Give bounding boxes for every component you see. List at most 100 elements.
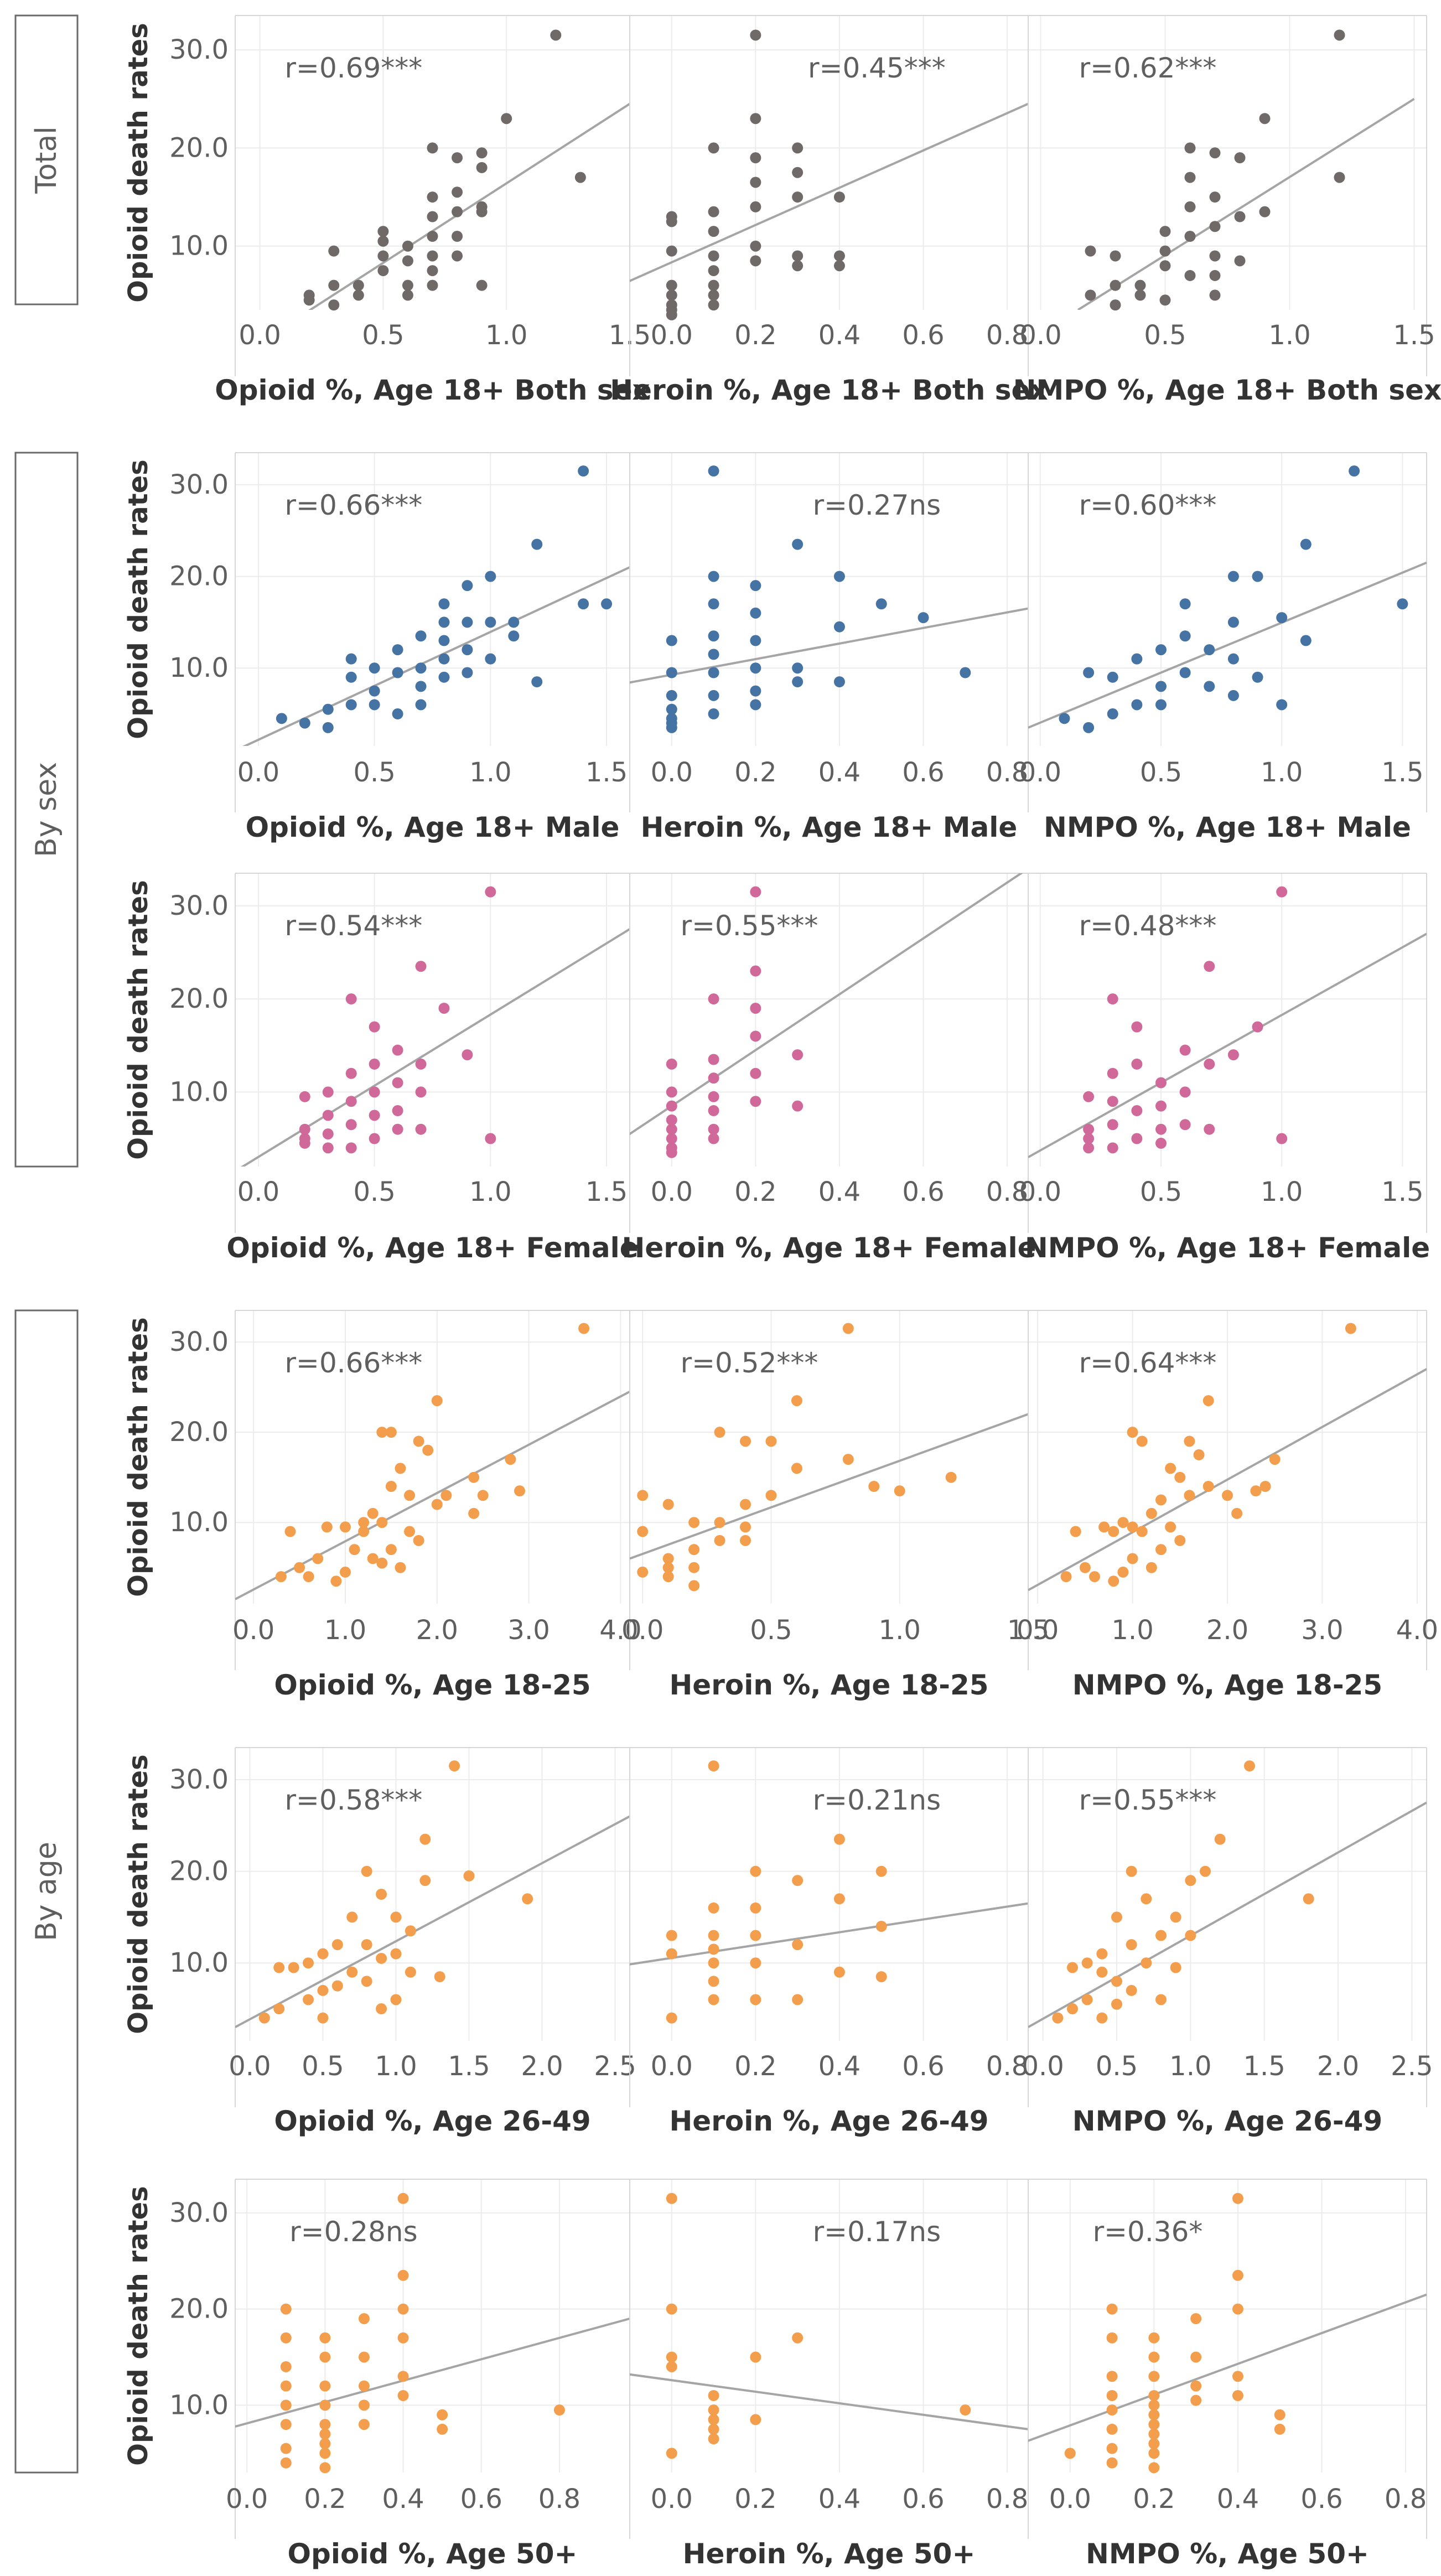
data-point xyxy=(1155,1930,1167,1941)
x-tick-label: 2.0 xyxy=(1317,2051,1359,2082)
data-point xyxy=(708,2404,719,2416)
correlation-label: r=0.52*** xyxy=(681,1347,818,1379)
data-point xyxy=(427,211,438,222)
group-label-box: By sex xyxy=(14,452,79,1168)
data-point xyxy=(765,1435,777,1447)
data-point xyxy=(317,1984,329,1996)
data-point xyxy=(740,1499,751,1510)
x-tick-label: 1.0 xyxy=(324,1615,366,1646)
data-point xyxy=(345,653,357,665)
regression-line xyxy=(1028,1801,1427,2028)
data-point xyxy=(361,1976,372,1987)
data-point xyxy=(1083,1133,1095,1144)
x-axis-label: Heroin %, Age 18-25 xyxy=(669,1669,988,1701)
data-point xyxy=(353,289,364,301)
data-point xyxy=(662,1562,674,1573)
data-point xyxy=(415,699,427,711)
data-point xyxy=(960,2404,971,2416)
data-point xyxy=(1107,671,1118,683)
data-point xyxy=(462,667,473,678)
x-tick-label: 1.0 xyxy=(375,2051,417,2082)
data-point xyxy=(276,713,287,724)
data-point xyxy=(792,250,804,262)
data-point xyxy=(1089,1571,1100,1583)
x-tick-label: 0.0 xyxy=(239,320,281,351)
data-point xyxy=(750,240,761,252)
correlation-label: r=0.21ns xyxy=(813,1784,941,1816)
data-point xyxy=(477,1490,489,1501)
y-tick-label: 20.0 xyxy=(169,1417,229,1448)
data-point xyxy=(1148,2419,1160,2430)
y-axis-label: Opioid death rates xyxy=(123,1754,154,2034)
data-point xyxy=(397,2332,409,2344)
data-point xyxy=(792,167,804,178)
data-point xyxy=(1111,1911,1122,1923)
data-point xyxy=(1134,279,1146,291)
group-label-box: By age xyxy=(14,1309,79,2474)
data-point xyxy=(708,1072,719,1084)
data-point xyxy=(452,152,463,164)
data-point xyxy=(468,1471,480,1483)
data-point xyxy=(385,1544,397,1556)
data-point xyxy=(750,2351,761,2363)
data-point xyxy=(1148,2462,1160,2474)
group-box-frame xyxy=(14,14,79,305)
data-point xyxy=(462,580,473,592)
x-axis-label: NMPO %, Age 18+ Male xyxy=(1044,811,1411,843)
data-point xyxy=(485,616,496,628)
panel-6: r=0.60*** 0.0 0.5 1.0 1.5 NMPO %, Age 18+ Mal… xyxy=(1019,452,1427,843)
data-point xyxy=(740,1521,751,1533)
data-point xyxy=(1155,644,1167,656)
data-point xyxy=(397,2303,409,2315)
data-point xyxy=(312,1553,324,1564)
data-point xyxy=(1345,1323,1356,1334)
regression-line xyxy=(308,102,630,310)
regression-line xyxy=(630,2373,1028,2430)
data-point xyxy=(345,699,357,711)
data-point xyxy=(476,206,488,217)
data-point xyxy=(1081,1957,1093,1969)
data-point xyxy=(369,1110,380,1121)
data-point xyxy=(1148,2371,1160,2382)
data-point xyxy=(438,653,450,665)
data-point xyxy=(578,465,589,477)
data-point xyxy=(1148,2332,1160,2344)
data-point xyxy=(1070,1526,1081,1537)
data-point xyxy=(1202,1395,1214,1407)
data-point xyxy=(708,2390,719,2401)
group-label: By age xyxy=(30,1842,63,1941)
x-tick-label: 0.8 xyxy=(986,1176,1028,1207)
data-point xyxy=(1179,598,1191,610)
data-point xyxy=(280,2303,292,2315)
data-point xyxy=(415,662,427,674)
data-point xyxy=(415,630,427,642)
data-point xyxy=(328,299,340,311)
data-point xyxy=(1232,2193,1243,2204)
data-point xyxy=(688,1544,700,1556)
regression-line xyxy=(1028,1368,1427,1592)
data-point xyxy=(427,142,438,154)
data-point xyxy=(750,886,761,898)
data-point xyxy=(1259,113,1271,125)
data-point xyxy=(376,1517,388,1528)
x-tick-label: 0.4 xyxy=(818,2484,861,2515)
data-point xyxy=(666,1058,677,1070)
data-point xyxy=(299,1137,310,1149)
data-point xyxy=(415,1086,427,1098)
data-point xyxy=(322,1110,334,1121)
data-point xyxy=(419,1833,431,1845)
data-point xyxy=(1179,630,1191,642)
data-point xyxy=(1079,1562,1091,1573)
panel-2: r=0.45*** 0.0 0.2 0.4 0.6 0.8 Heroin %, Age 18… xyxy=(610,15,1048,406)
data-point xyxy=(317,1948,329,1960)
data-point xyxy=(708,299,719,311)
regression-line xyxy=(630,607,1028,684)
data-point xyxy=(1083,667,1095,678)
y-tick-label: 10.0 xyxy=(169,1507,229,1538)
data-point xyxy=(708,649,719,660)
panel-16: r=0.28ns 10.0 20.0 30.0 Opioid death rates 0.… xyxy=(123,2179,630,2570)
data-point xyxy=(578,598,589,610)
data-point xyxy=(321,1521,333,1533)
x-axis-label: Opioid %, Age 18+ Female xyxy=(226,1232,638,1264)
